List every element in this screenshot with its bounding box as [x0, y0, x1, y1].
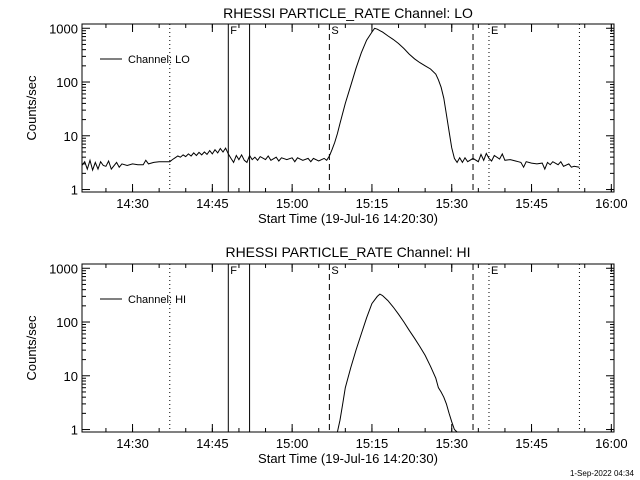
x-tick-label: 15:45	[515, 196, 548, 211]
x-tick-label: 15:30	[435, 196, 468, 211]
x-tick-label: 15:15	[356, 196, 389, 211]
legend-label: Channel: LO	[128, 54, 190, 66]
panel-hi: RHESSI PARTICLE_RATE Channel: HI 14:30 14:…	[24, 244, 628, 466]
event-marker-label: S	[331, 265, 338, 277]
panel-lo: RHESSI PARTICLE_RATE Channel: LO 14:30 14:…	[24, 5, 628, 226]
x-tick-label: 16:00	[595, 196, 628, 211]
x-tick-label: 16:00	[595, 436, 628, 451]
y-axis-label: Counts/sec	[24, 315, 39, 381]
series-line	[82, 27, 580, 172]
event-marker-label: F	[230, 265, 237, 277]
y-tick-label: 1000	[49, 261, 78, 276]
chart-title: RHESSI PARTICLE_RATE Channel: LO	[223, 5, 473, 21]
plot-timestamp: 1-Sep-2022 04:34	[569, 469, 634, 478]
legend-label: Channel: HI	[128, 294, 186, 306]
x-tick-label: 15:00	[276, 436, 309, 451]
y-tick-label: 1000	[49, 21, 78, 36]
x-tick-label: 15:30	[435, 436, 468, 451]
x-tick-label: 15:15	[356, 436, 389, 451]
x-tick-label: 14:45	[196, 436, 229, 451]
event-marker-label: E	[491, 265, 498, 277]
y-axis-label: Counts/sec	[24, 75, 39, 141]
event-marker-label: S	[331, 25, 338, 37]
y-tick-label: 10	[64, 129, 78, 144]
plot-frame	[81, 23, 615, 193]
x-tick-label: 15:00	[276, 196, 309, 211]
x-tick-label: 15:45	[515, 436, 548, 451]
event-marker-label: F	[230, 25, 237, 37]
y-tick-label: 1	[71, 423, 78, 438]
y-tick-label: 100	[56, 315, 78, 330]
x-tick-label: 14:45	[196, 196, 229, 211]
y-tick-label: 10	[64, 369, 78, 384]
plot-frame	[81, 263, 615, 433]
x-tick-label: 14:30	[116, 436, 149, 451]
y-tick-label: 1	[71, 183, 78, 198]
x-axis-label: Start Time (19-Jul-16 14:20:30)	[258, 451, 438, 466]
y-tick-label: 100	[56, 75, 78, 90]
x-tick-label: 14:30	[116, 196, 149, 211]
event-marker-label: E	[491, 25, 498, 37]
chart-title: RHESSI PARTICLE_RATE Channel: HI	[225, 244, 470, 260]
series-line	[336, 293, 458, 432]
x-axis-label: Start Time (19-Jul-16 14:20:30)	[258, 211, 438, 226]
